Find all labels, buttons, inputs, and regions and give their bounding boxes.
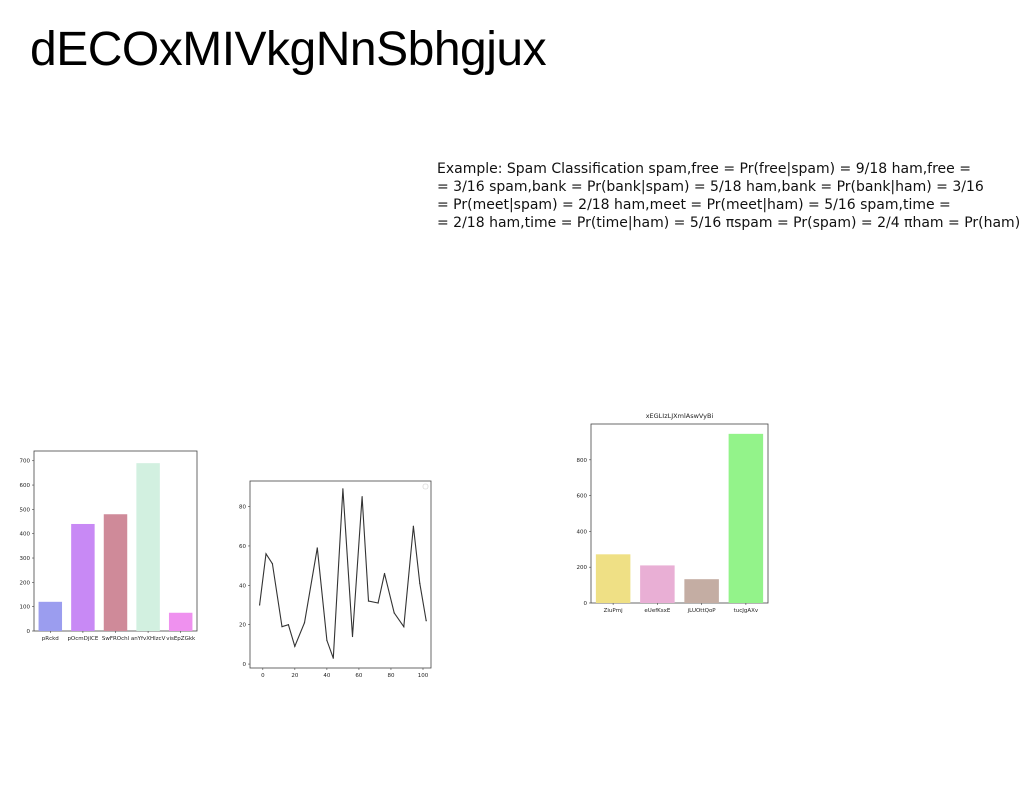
y-tick-label: 80 bbox=[239, 505, 246, 511]
bar bbox=[169, 613, 192, 631]
data-point bbox=[403, 626, 404, 627]
y-tick-label: 60 bbox=[239, 544, 246, 550]
data-point bbox=[426, 620, 427, 621]
y-tick-label: 400 bbox=[577, 529, 588, 535]
x-tick-label: jLUOttQoP bbox=[687, 608, 717, 614]
data-point bbox=[272, 563, 273, 564]
y-tick-label: 800 bbox=[577, 458, 588, 464]
body-text-line: = 3/16 spam,bank = Pr(bank|spam) = 5/18 … bbox=[437, 178, 1020, 196]
y-tick-label: 700 bbox=[20, 459, 31, 465]
data-point bbox=[294, 646, 295, 647]
data-point bbox=[419, 583, 420, 584]
data-point bbox=[394, 612, 395, 613]
y-tick-label: 100 bbox=[20, 605, 31, 611]
y-tick-label: 20 bbox=[239, 623, 246, 629]
x-tick-label: 100 bbox=[418, 673, 429, 679]
plot-frame bbox=[250, 481, 431, 668]
y-tick-label: 600 bbox=[577, 494, 588, 500]
data-point bbox=[342, 488, 343, 489]
bar bbox=[104, 514, 127, 631]
x-tick-label: 80 bbox=[387, 673, 394, 679]
data-point bbox=[317, 547, 318, 548]
data-point bbox=[413, 526, 414, 527]
y-tick-label: 600 bbox=[20, 483, 31, 489]
bar bbox=[684, 579, 719, 603]
x-tick-label: 40 bbox=[323, 673, 330, 679]
x-tick-label: pOcmDjICE bbox=[67, 636, 98, 642]
data-point bbox=[281, 626, 282, 627]
page-title: dECOxMIVkgNnSbhgjux bbox=[30, 22, 546, 77]
body-text-line: = Pr(meet|spam) = 2/18 ham,meet = Pr(mee… bbox=[437, 196, 1020, 214]
x-tick-label: visEpZGkk bbox=[166, 636, 196, 642]
x-tick-label: pRckd bbox=[42, 636, 59, 642]
body-text: Example: Spam Classification spam,free =… bbox=[437, 160, 1020, 232]
data-point bbox=[304, 622, 305, 623]
data-point bbox=[288, 624, 289, 625]
x-tick-label: tucJgAXv bbox=[734, 608, 759, 614]
bar bbox=[71, 524, 94, 631]
x-tick-label: 20 bbox=[291, 673, 298, 679]
bar bbox=[596, 554, 631, 603]
y-tick-label: 500 bbox=[20, 507, 31, 513]
y-tick-label: 0 bbox=[243, 662, 247, 668]
data-point bbox=[352, 636, 353, 637]
x-tick-label: eUefKsxE bbox=[644, 608, 670, 614]
data-point bbox=[384, 573, 385, 574]
body-text-line: Example: Spam Classification spam,free =… bbox=[437, 160, 1020, 178]
y-tick-label: 200 bbox=[577, 565, 588, 571]
x-tick-label: 0 bbox=[261, 673, 265, 679]
y-tick-label: 0 bbox=[584, 601, 588, 607]
data-point bbox=[368, 600, 369, 601]
series-line bbox=[260, 489, 427, 658]
bar-chart-2: ZiuPmj eUefKsxE jLUOttQoP tucJgAXv 0 200 400 60… bbox=[555, 405, 780, 625]
data-point bbox=[259, 604, 260, 605]
legend-box bbox=[423, 484, 428, 489]
line-chart: 0 20 40 60 80 100 0 20 40 60 80 bbox=[225, 470, 440, 685]
data-point bbox=[362, 496, 363, 497]
bar bbox=[729, 434, 764, 603]
data-point bbox=[333, 658, 334, 659]
data-point bbox=[265, 553, 266, 554]
y-tick-label: 40 bbox=[239, 583, 246, 589]
x-tick-label: 60 bbox=[355, 673, 362, 679]
bar bbox=[39, 602, 62, 631]
y-tick-label: 400 bbox=[20, 532, 31, 538]
y-tick-label: 300 bbox=[20, 556, 31, 562]
chart-title: xEGLIzLJXmlAswVyBi bbox=[646, 412, 714, 420]
bar-chart-1: pRckd pOcmDjICE SwFROchl anYfvXHlzcV visEpZG… bbox=[0, 440, 210, 655]
x-tick-label: ZiuPmj bbox=[604, 608, 623, 614]
data-point bbox=[378, 602, 379, 603]
data-point bbox=[326, 640, 327, 641]
bar bbox=[136, 463, 159, 631]
x-tick-label: SwFROchl bbox=[102, 636, 130, 642]
body-text-line: = 2/18 ham,time = Pr(time|ham) = 5/16 πs… bbox=[437, 214, 1020, 232]
bar bbox=[640, 565, 675, 603]
y-tick-label: 200 bbox=[20, 580, 31, 586]
y-tick-label: 0 bbox=[27, 629, 31, 635]
x-tick-label: anYfvXHlzcV bbox=[131, 636, 166, 642]
